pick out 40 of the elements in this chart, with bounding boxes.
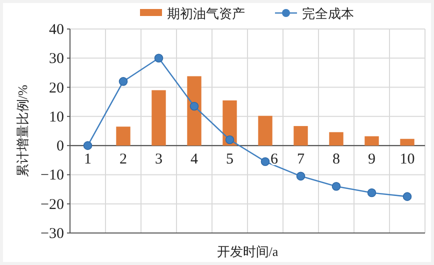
- point: [118, 77, 128, 86]
- bar: [187, 76, 202, 146]
- y-tick-label: 30: [49, 51, 64, 68]
- y-tick-label: −10: [40, 168, 64, 184]
- bar: [364, 136, 379, 146]
- x-tick-label: 3: [155, 152, 162, 168]
- x-tick-label: 6: [270, 152, 278, 168]
- point: [225, 135, 234, 144]
- y-tick-label: 10: [49, 109, 64, 126]
- y-tick-label: 0: [56, 138, 64, 155]
- y-tick-label: 40: [49, 22, 64, 38]
- bar: [294, 126, 308, 146]
- point: [190, 102, 199, 111]
- x-tick-label: 8: [332, 152, 340, 168]
- legend-label: 期初油气资产: [167, 6, 245, 21]
- point: [367, 188, 376, 198]
- y-tick-label: −30: [40, 226, 64, 242]
- x-tick-label: 5: [226, 152, 234, 168]
- point: [332, 182, 341, 191]
- bar: [116, 126, 130, 146]
- y-axis-title: 累计增量比例/%: [15, 84, 30, 178]
- y-tick-label: −20: [40, 196, 64, 213]
- point: [83, 141, 92, 150]
- legend-label: 完全成本: [302, 6, 354, 21]
- bar: [329, 132, 344, 146]
- point: [402, 192, 412, 201]
- x-tick-label: 9: [368, 152, 376, 168]
- bar: [400, 138, 414, 146]
- x-axis-title: 开发时间/a: [216, 244, 278, 259]
- x-tick-label: 7: [297, 152, 305, 168]
- point: [296, 172, 306, 181]
- y-tick-label: 20: [49, 80, 64, 96]
- bar: [152, 90, 166, 146]
- x-tick-label: 10: [400, 152, 415, 168]
- x-tick-label: 1: [84, 152, 92, 168]
- point: [154, 54, 164, 63]
- x-tick-label: 2: [120, 152, 127, 168]
- x-tick-label: 4: [190, 152, 198, 168]
- bar: [258, 116, 272, 146]
- point: [260, 157, 270, 166]
